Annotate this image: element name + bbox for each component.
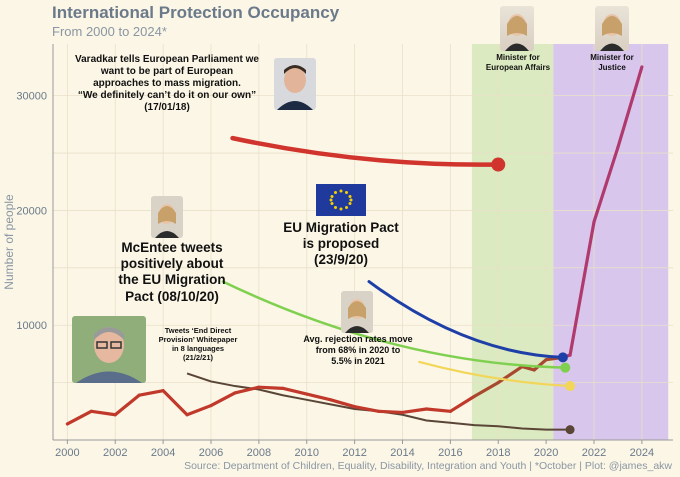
annotation-line-text: EU Migration Pact [283,220,399,235]
eu-flag-icon [316,184,366,216]
series-end-point-direct-provision [565,425,575,435]
series-segment-ip-occupancy [329,398,357,409]
x-tick-label: 2006 [199,447,223,459]
series-segment-ip-occupancy [257,385,285,390]
annotation-line-text: Pact (08/10/20) [125,288,219,304]
annotation-line-text: “We definitely can’t do it on our own” [77,90,257,101]
annotation-line-text: Tweets ‘End Direct [164,326,232,335]
annotation-eu-migration-pact: EU Migration Pact is proposed (23/9/20) [266,220,416,269]
annotation-line-text: (21/2/21) [182,353,214,362]
x-tick-label: 2016 [438,447,462,459]
annotation-line-text: from 68% in 2020 to [315,344,401,355]
series-segment-ip-occupancy [65,409,93,426]
annotation-line-text: (23/9/20) [313,252,369,268]
series-segment-ip-occupancy [616,65,644,149]
annotation-whitepaper: Tweets ‘End Direct Provision’ Whitepaper i… [152,326,244,362]
x-tick-label: 2012 [342,447,366,459]
page-title: International Protection Occupancy [52,3,340,22]
annotation-varadkar: Varadkar tells European Parliament we wan… [58,54,276,114]
series-segment-ip-occupancy [305,392,333,402]
x-tick-label: 2022 [582,447,606,459]
annotation-point-varadkar [491,157,506,172]
series-segment-ip-occupancy [161,389,189,417]
series-segment-ip-occupancy [353,405,381,413]
annotation-line-text: in 8 languages [171,344,225,353]
portrait-mcentee-middle [341,291,373,333]
series-segment-ip-occupancy [448,394,476,413]
x-tick-label: 2004 [151,447,175,459]
annotation-line-text: Avg. rejection rates move [303,334,413,344]
portrait-varadkar [274,58,316,110]
series-segment-ip-occupancy [592,145,620,224]
x-tick-label: 2002 [103,447,127,459]
annotation-line-text: 5.5% in 2021 [331,355,385,366]
series-segment-ip-occupancy [209,391,237,408]
series-segment-ip-occupancy [472,381,500,398]
annotation-line-text: positively about [120,256,224,272]
series-segment-ip-occupancy [185,403,213,417]
annotation-line-text: Provision’ Whitepaper [158,335,238,344]
x-tick-label: 2020 [534,447,558,459]
annotation-point-eu_pact [557,352,568,363]
x-tick-label: 2018 [486,447,510,459]
portrait-mcentee-left [151,196,183,238]
x-tick-label: 2000 [55,447,79,459]
portrait-man-whitepaper [72,316,146,383]
annotation-rejection-rates: Avg. rejection rates move from 68% in 202… [296,334,420,366]
series-segment-ip-occupancy [376,409,405,415]
portrait-mcentee-top-2 [595,6,629,51]
series-segment-ip-occupancy [532,358,548,372]
series-segment-ip-occupancy [113,393,141,417]
annotation-line-text: the EU Migration [118,272,226,288]
x-tick-label: 2014 [390,447,414,459]
series-segment-ip-occupancy [520,364,536,372]
x-tick-label: 2010 [295,447,319,459]
series-segment-ip-occupancy [233,385,261,395]
series-segment-ip-occupancy [137,389,165,397]
annotation-line-eu_pact [367,280,565,359]
series-segment-ip-occupancy [281,386,309,396]
x-tick-label: 2024 [630,447,654,459]
annotation-line-varadkar [230,135,501,167]
series-segment-ip-occupancy [424,407,452,413]
annotation-line-text: is proposed [302,236,380,252]
annotation-line-text: want to be part of European [100,66,234,77]
page-subtitle: From 2000 to 2024* [52,24,167,39]
series-segment-ip-occupancy [89,409,117,417]
period-label-european-affairs: Minister for European Affairs [485,53,551,72]
annotation-point-mcentee_tweet [560,362,571,373]
annotation-line-text: (17/01/18) [144,102,190,113]
portrait-mcentee-top-1 [500,6,534,51]
annotation-line-rejection [418,360,572,388]
annotation-line-text: approaches to mass migration. [93,78,241,89]
period-label-justice: Minister for Justice [590,53,634,72]
y-axis-label: Number of people [2,194,16,290]
shaded-period-1 [553,44,669,440]
series-segment-ip-occupancy [568,220,596,357]
y-tick-label: 10000 [16,320,47,332]
annotation-line-mcentee_tweet [221,280,567,369]
x-tick-label: 2008 [247,447,271,459]
annotation-point-rejection [565,381,576,392]
annotation-mcentee-tweet: McEntee tweets positively about the EU Mig… [110,240,234,305]
annotation-line-text: McEntee tweets [121,240,223,255]
source-footnote: Source: Department of Children, Equality… [184,460,672,472]
series-segment-ip-occupancy [400,407,429,415]
annotation-line-text: Varadkar tells European Parliament we [75,54,259,65]
y-tick-label: 20000 [16,205,47,217]
y-tick-label: 30000 [16,91,47,103]
